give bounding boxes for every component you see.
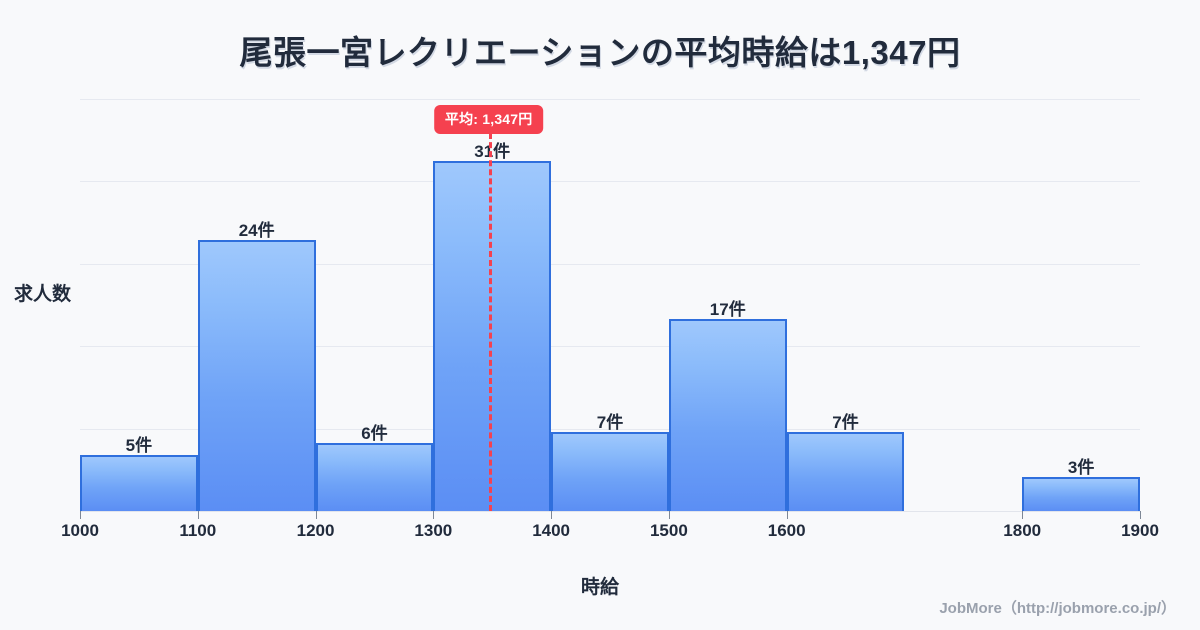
bar[interactable] <box>80 454 198 511</box>
watermark: JobMore（http://jobmore.co.jp/） <box>939 600 1176 617</box>
bar-value-label: 17件 <box>709 300 746 320</box>
x-axis-tick-label: 1900 <box>1121 521 1159 540</box>
gridline <box>80 181 1140 183</box>
bar-value-label: 5件 <box>125 435 153 455</box>
bar-value-label: 7件 <box>832 412 859 432</box>
bar-value-label: 3件 <box>1067 458 1095 478</box>
bar[interactable] <box>668 319 787 511</box>
bar[interactable] <box>315 443 434 511</box>
bar[interactable] <box>433 161 552 511</box>
x-axis-tick <box>786 511 788 519</box>
gridline <box>80 428 1140 430</box>
x-axis-tick-label: 1400 <box>532 521 571 540</box>
x-axis-tick-label: 1800 <box>1003 521 1042 540</box>
average-line <box>488 133 492 511</box>
x-axis-tick <box>668 511 670 519</box>
bar-value-label: 6件 <box>361 424 388 444</box>
x-axis-title: 時給 <box>580 577 619 598</box>
x-axis-tick <box>315 511 317 519</box>
bar-value-label: 31件 <box>474 142 511 161</box>
gridline <box>80 346 1140 348</box>
x-axis-tick <box>551 511 553 519</box>
y-axis-title: 求人数 <box>14 284 72 305</box>
page-title: 尾張一宮レクリエーションの平均時給は1,347円 <box>239 34 961 71</box>
bar-value-label: 24件 <box>238 221 275 241</box>
bar[interactable] <box>197 240 316 511</box>
average-badge: 平均: 1,347円 <box>433 105 544 134</box>
x-axis-tick <box>433 511 435 519</box>
bar[interactable] <box>551 431 669 511</box>
x-axis-tick-label: 1300 <box>414 521 453 540</box>
x-axis-tick <box>1022 511 1024 519</box>
x-axis-tick-label: 1000 <box>61 521 99 540</box>
x-axis-tick <box>197 511 199 519</box>
x-axis-tick <box>1140 511 1141 519</box>
x-axis-baseline <box>80 511 1140 512</box>
x-axis-tick <box>80 511 81 519</box>
x-axis-tick-label: 1600 <box>767 521 806 540</box>
bar[interactable] <box>1022 477 1140 511</box>
x-axis-tick-label: 1500 <box>649 521 688 540</box>
gridline <box>80 263 1140 265</box>
bar-value-label: 7件 <box>596 412 624 432</box>
x-axis-tick-label: 1100 <box>179 521 217 540</box>
bar[interactable] <box>786 431 905 511</box>
x-axis-tick-label: 1200 <box>296 521 335 540</box>
gridline <box>80 98 1140 100</box>
